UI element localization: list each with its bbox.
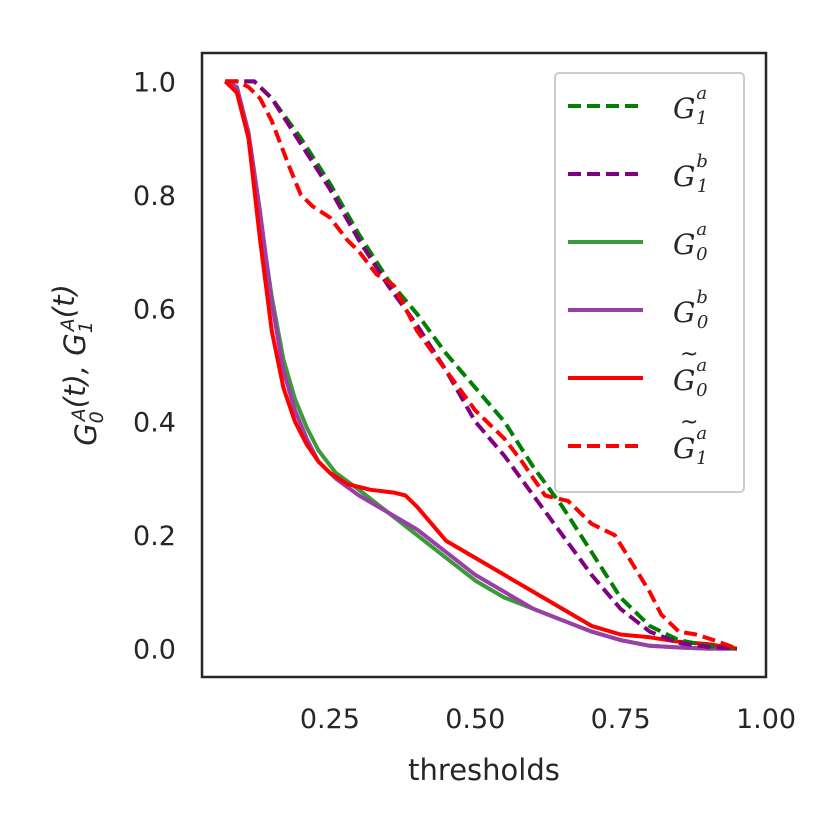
legend-item: Ga 0~ [568, 342, 708, 401]
plot-frame [200, 51, 768, 679]
y-axis-label: G0A(t), G1A(t) [47, 284, 108, 446]
legend-tilde-mark: ~ [680, 342, 698, 367]
y-axis-label-text: G0A(t), G1A(t) [47, 284, 108, 446]
x-tick-label: 0.75 [591, 704, 651, 735]
legend-item: Ga 1 [568, 83, 708, 129]
series-line-3 [224, 79, 737, 651]
y-tick-label: 0.6 [133, 294, 176, 325]
legend-label: Ga 1 [673, 83, 708, 129]
y-tick-label: 1.0 [133, 67, 176, 98]
x-tick-label: 1.00 [736, 704, 796, 735]
y-tick-label: 0.2 [133, 521, 176, 552]
legend-item: Gb 1 [568, 151, 708, 197]
series-line-5 [225, 79, 738, 651]
legend-label: Ga 0 [673, 355, 708, 401]
legend-box [554, 72, 745, 493]
legend-item: Gb 0 [568, 287, 708, 333]
legend-label: Gb 0 [673, 287, 708, 333]
series-line-4 [223, 79, 738, 651]
x-tick-label: 0.25 [300, 704, 360, 735]
series-line-1 [225, 79, 738, 651]
y-tick-label: 0.0 [133, 635, 176, 666]
x-tick-labels: 0.25 0.50 0.75 1.00 [300, 704, 796, 735]
series-layer [223, 79, 738, 651]
y-tick-label: 0.4 [133, 408, 176, 439]
legend: Ga 1Gb 1Ga 0Gb 0Ga 0~Ga 1~ [554, 72, 745, 493]
y-tick-label: 0.8 [133, 181, 176, 212]
legend-label: Ga 1 [673, 423, 708, 469]
x-tick-label: 0.50 [445, 704, 505, 735]
x-axis-label: thresholds [408, 753, 560, 787]
legend-label: Gb 1 [673, 151, 708, 197]
legend-item: Ga 0 [568, 219, 708, 265]
y-tick-labels: 0.0 0.2 0.4 0.6 0.8 1.0 [133, 67, 176, 665]
legend-label: Ga 0 [673, 219, 708, 265]
legend-tilde-mark: ~ [680, 410, 698, 435]
legend-item: Ga 1~ [568, 410, 708, 469]
